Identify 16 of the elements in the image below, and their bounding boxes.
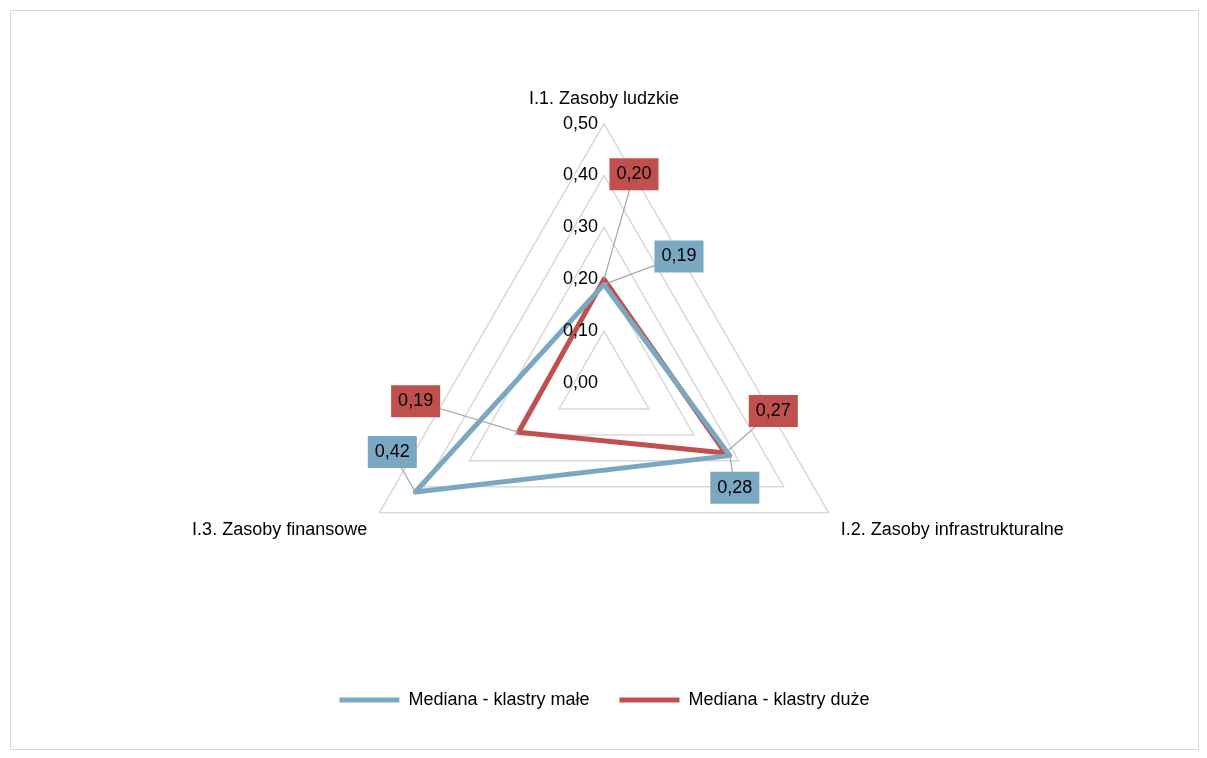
y-tick-label: 0,40 xyxy=(562,164,598,185)
data-label: 0,42 xyxy=(374,440,410,461)
spoke-label: I.1. Zasoby ludzkie xyxy=(528,87,680,108)
y-tick-label: 0,00 xyxy=(562,371,598,392)
data-label: 0,28 xyxy=(717,476,753,497)
spoke-label: I.2. Zasoby infrastrukturalne xyxy=(840,519,1064,540)
data-label: 0,27 xyxy=(755,400,791,421)
y-tick-label: 0,20 xyxy=(562,268,598,289)
spoke-label: I.3. Zasoby finansowe xyxy=(192,519,368,540)
legend-label: Mediana - klastry duże xyxy=(688,688,870,709)
data-label: 0,19 xyxy=(661,245,697,266)
y-tick-label: 0,30 xyxy=(562,216,598,237)
legend-label: Mediana - klastry małe xyxy=(408,688,590,709)
data-label: 0,19 xyxy=(398,390,434,411)
data-label: 0,20 xyxy=(616,163,652,184)
y-tick-label: 0,50 xyxy=(562,112,598,133)
